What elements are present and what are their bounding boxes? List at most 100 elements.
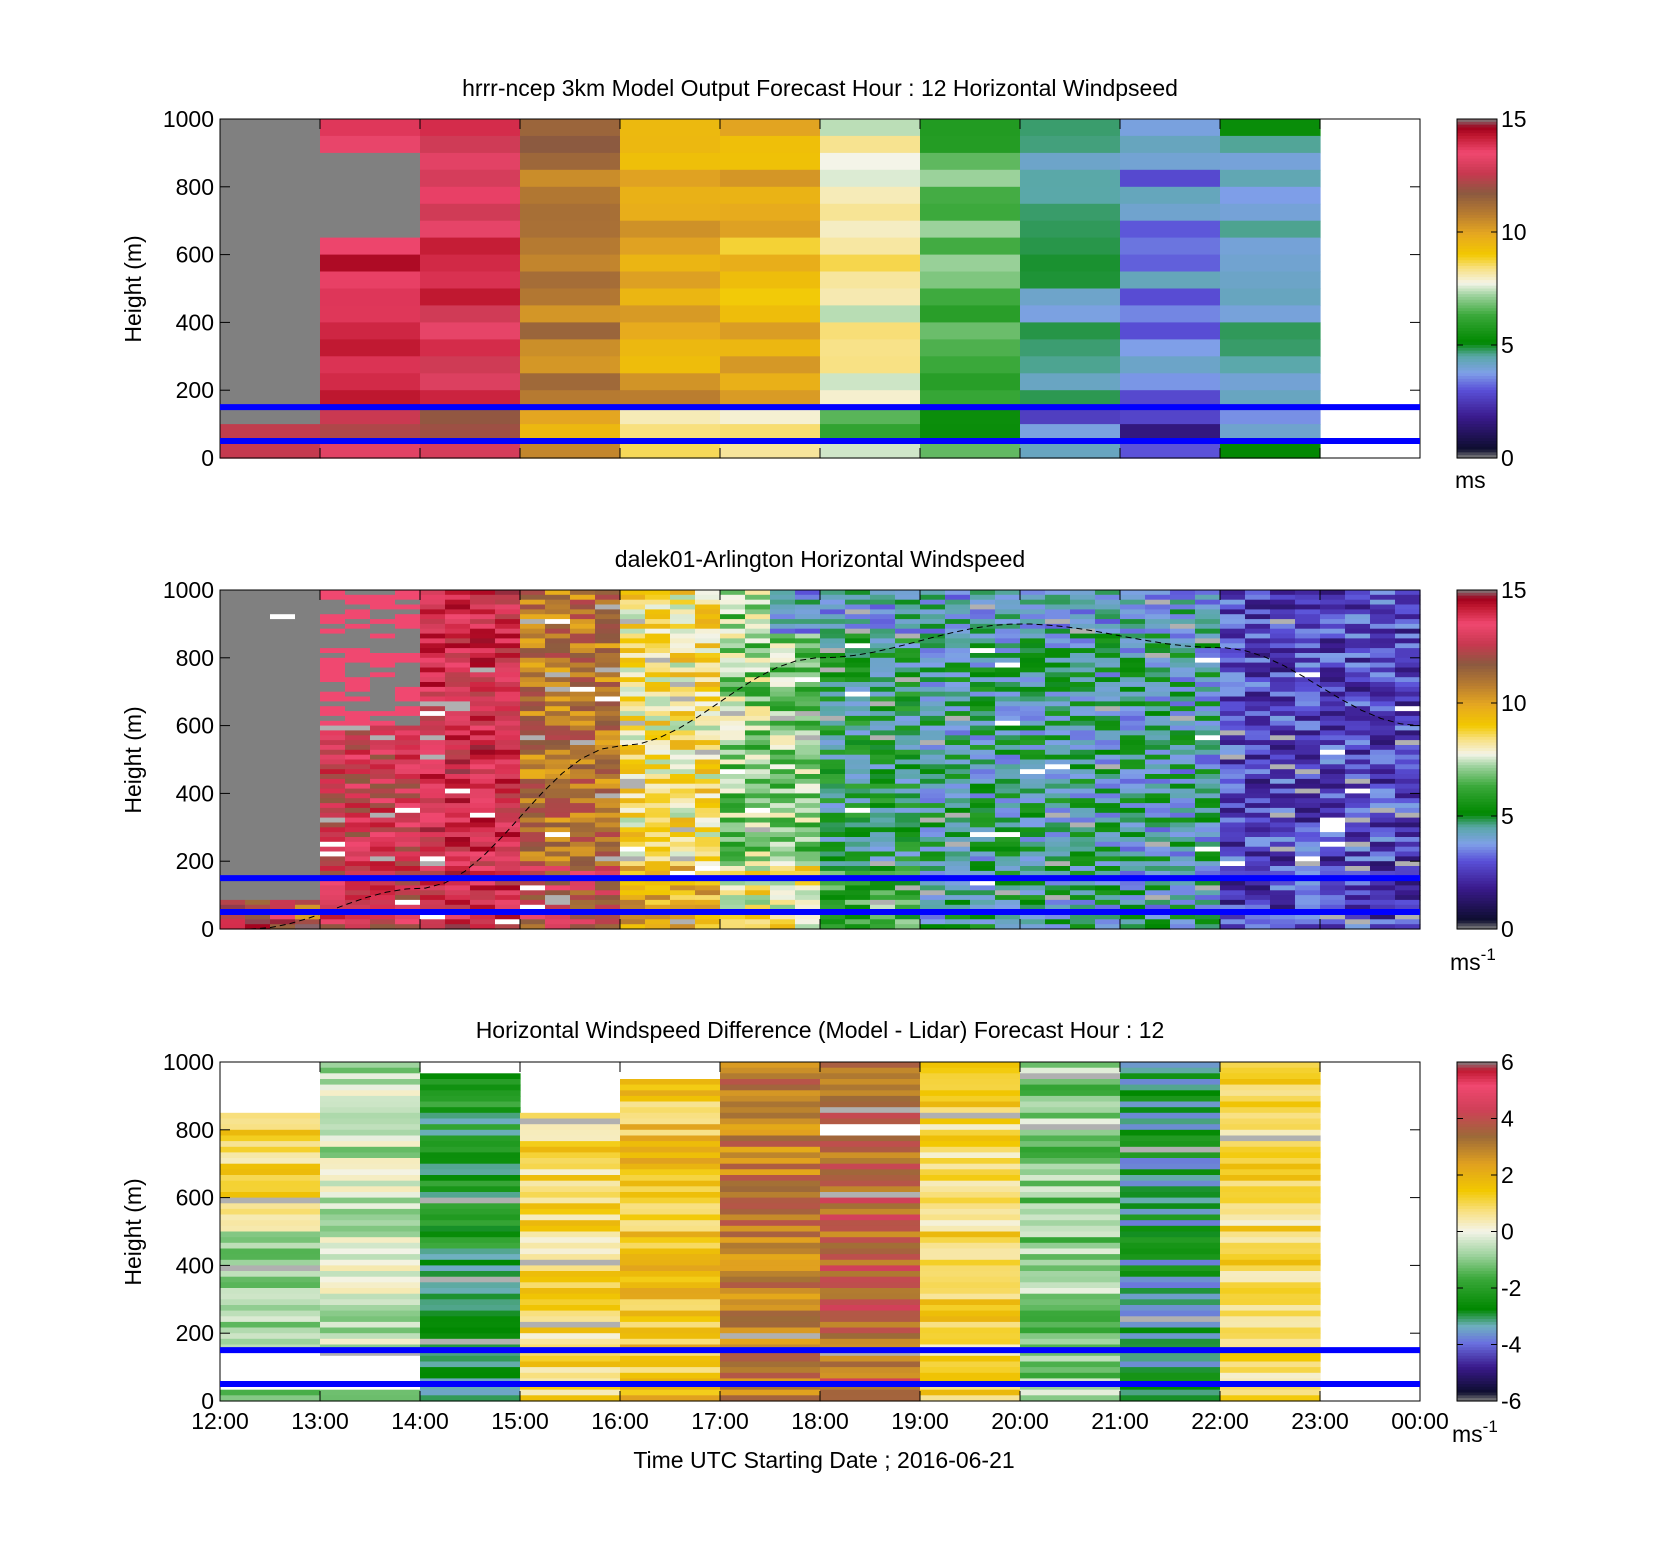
heatmap-cell xyxy=(470,628,496,635)
heatmap-cell xyxy=(1020,1129,1121,1137)
heatmap-cell xyxy=(1270,725,1296,731)
heatmap-cell xyxy=(495,837,521,843)
heatmap-cell xyxy=(295,677,321,683)
heatmap-cell xyxy=(1095,924,1121,930)
heatmap-cell xyxy=(620,1118,721,1125)
heatmap-cell xyxy=(245,769,271,775)
heatmap-cell xyxy=(1120,1090,1221,1097)
heatmap-cell xyxy=(920,220,1021,239)
heatmap-cell xyxy=(1045,856,1071,862)
heatmap-cell xyxy=(1195,788,1221,794)
heatmap-cell xyxy=(770,754,796,761)
heatmap-cell xyxy=(670,682,696,688)
heatmap-cell xyxy=(645,657,671,664)
heatmap-cell xyxy=(320,899,346,906)
heatmap-cell xyxy=(620,759,646,765)
heatmap-cell xyxy=(545,701,571,707)
heatmap-cell xyxy=(1220,1288,1321,1295)
colorbar-segment xyxy=(1457,328,1497,332)
heatmap-cell xyxy=(1320,899,1346,906)
heatmap-cell xyxy=(420,1271,521,1278)
heatmap-cell xyxy=(445,672,471,678)
colorbar-segment xyxy=(1457,920,1497,924)
heatmap-cell xyxy=(1345,856,1371,862)
heatmap-cell xyxy=(820,237,921,256)
heatmap-cell xyxy=(520,793,546,799)
heatmap-cell xyxy=(1295,793,1321,799)
heatmap-cell xyxy=(295,619,321,625)
heatmap-cell xyxy=(1070,657,1096,664)
heatmap-cell xyxy=(620,691,646,698)
colorbar-tick-label: 10 xyxy=(1501,690,1527,716)
heatmap-cell xyxy=(670,807,696,814)
heatmap-cell xyxy=(620,623,646,630)
heatmap-cell xyxy=(720,135,821,154)
heatmap-cell xyxy=(420,754,446,761)
heatmap-cell xyxy=(970,648,996,654)
heatmap-cell xyxy=(1220,701,1246,707)
heatmap-cell xyxy=(995,904,1021,911)
heatmap-cell xyxy=(445,769,471,775)
heatmap-cell xyxy=(420,691,446,698)
colorbar-segment xyxy=(1457,452,1497,456)
heatmap-cell xyxy=(820,254,921,273)
heatmap-cell xyxy=(1120,890,1146,896)
colorbar-segment xyxy=(1457,305,1497,309)
heatmap-cell xyxy=(595,880,621,886)
colorbar-segment xyxy=(1457,753,1497,758)
heatmap-cell xyxy=(1320,764,1346,770)
x-tick-labels: 12:00 13:00 14:00 15:00 16:00 17:00 18:00 19:00… xyxy=(191,1408,1449,1434)
heatmap-cell xyxy=(495,783,521,790)
heatmap-cell xyxy=(320,1338,421,1346)
heatmap-cell xyxy=(595,774,621,780)
heatmap-cell xyxy=(1220,1310,1321,1317)
heatmap-cell xyxy=(1070,798,1096,804)
colorbar-segment xyxy=(1457,779,1497,783)
heatmap-cell xyxy=(620,851,646,857)
heatmap-cell xyxy=(695,803,721,809)
heatmap-cell xyxy=(595,696,621,702)
heatmap-cell xyxy=(595,667,621,673)
heatmap-cell xyxy=(420,604,446,610)
heatmap-cell xyxy=(395,619,421,625)
colorbar-segment xyxy=(1457,841,1497,845)
heatmap-cell xyxy=(1220,1079,1321,1086)
heatmap-cell xyxy=(470,846,496,853)
heatmap-cell xyxy=(620,682,646,688)
heatmap-cell xyxy=(345,899,371,906)
heatmap-cell xyxy=(620,1237,721,1244)
heatmap-cell xyxy=(370,614,396,620)
colorbar-segment xyxy=(1457,654,1497,659)
heatmap-cell xyxy=(445,798,471,804)
heatmap-cell xyxy=(1195,783,1221,790)
colorbar-segment xyxy=(1457,285,1497,290)
heatmap-cell xyxy=(995,638,1021,644)
heatmap-cell xyxy=(1095,745,1121,751)
colorbar-segment xyxy=(1457,926,1497,930)
heatmap-cell xyxy=(1220,846,1246,853)
heatmap-cell xyxy=(320,1310,421,1317)
heatmap-cell xyxy=(920,740,946,746)
heatmap-cell xyxy=(1070,682,1096,688)
heatmap-cell xyxy=(670,619,696,625)
heatmap-cell xyxy=(320,735,346,741)
heatmap-cell xyxy=(770,623,796,630)
colorbar-segment xyxy=(1457,657,1497,662)
heatmap-cell xyxy=(1020,1248,1121,1255)
heatmap-cell xyxy=(420,720,446,727)
heatmap-cell xyxy=(1095,783,1121,790)
heatmap-cell xyxy=(570,749,596,756)
heatmap-cell xyxy=(345,880,371,886)
heatmap-cell xyxy=(395,846,421,853)
heatmap-cell xyxy=(720,788,746,794)
heatmap-cell xyxy=(220,1361,321,1368)
heatmap-cell xyxy=(1270,720,1296,727)
heatmap-cell xyxy=(1120,1389,1221,1396)
heatmap-cell xyxy=(745,614,771,620)
heatmap-cell xyxy=(1395,919,1421,925)
heatmap-cell xyxy=(1120,807,1146,814)
heatmap-cell xyxy=(1120,356,1221,374)
heatmap-cell xyxy=(445,648,471,654)
heatmap-cell xyxy=(1145,870,1171,877)
heatmap-cell xyxy=(1170,672,1196,678)
